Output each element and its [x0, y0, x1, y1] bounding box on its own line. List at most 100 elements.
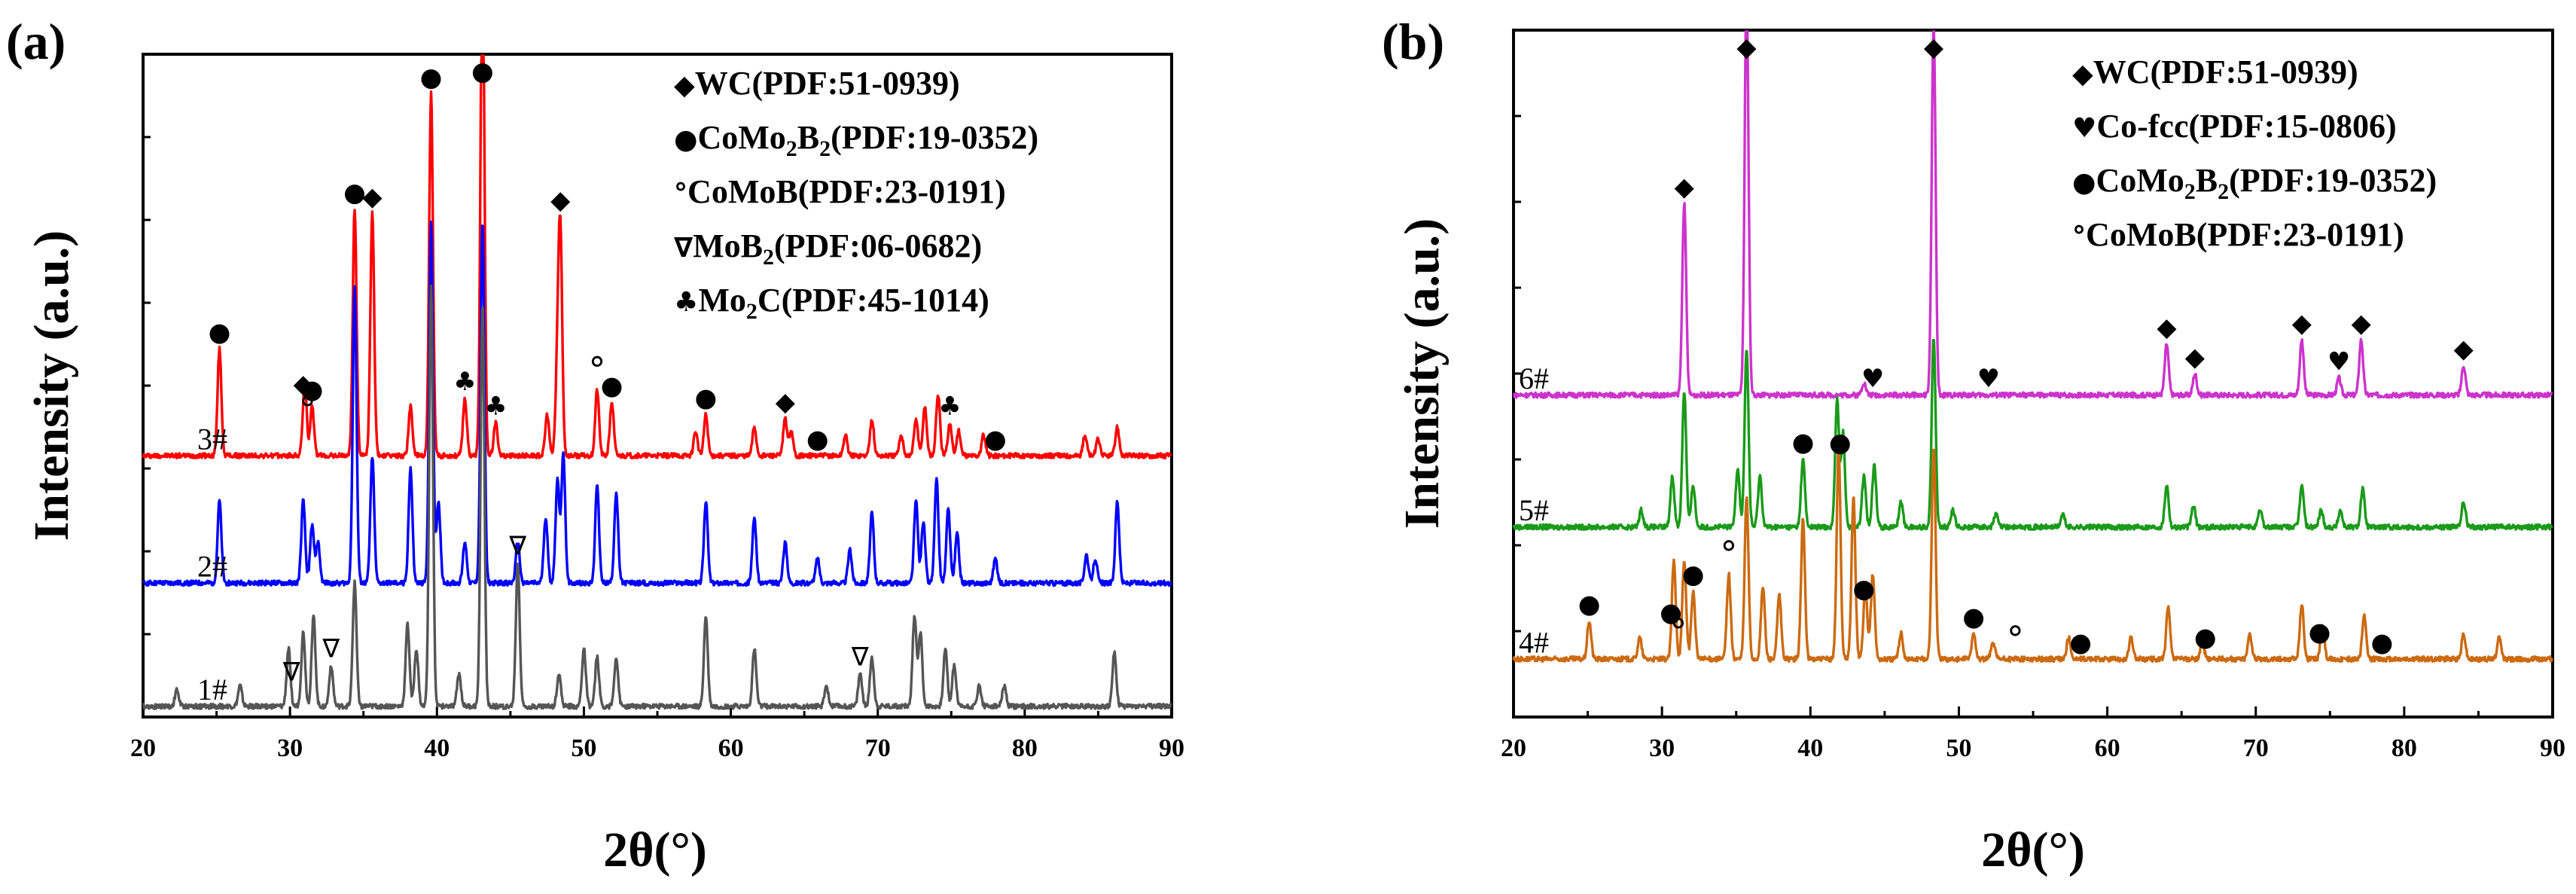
peak-marker: ∇	[508, 531, 526, 561]
x-tick-label: 20	[1501, 734, 1526, 762]
series-line-1	[142, 284, 1172, 710]
series-name-label: 4#	[1519, 625, 1549, 659]
peak-marker: ●	[1578, 590, 1601, 620]
series-line-6	[1513, 30, 2553, 399]
x-tick-label: 90	[2540, 734, 2565, 762]
legend-text: WC(PDF:51-0939)	[2093, 53, 2358, 90]
legend-symbol: ♣	[674, 286, 698, 318]
legend-subscript: 2	[819, 136, 831, 161]
legend-subscript: 2	[2184, 179, 2196, 204]
peak-marker: ♥	[1977, 364, 2000, 394]
legend-subscript: 2	[2218, 179, 2229, 204]
peak-marker: ●	[601, 371, 623, 401]
peak-marker: ●	[1660, 598, 1682, 628]
legend-text: C(PDF:45-1014)	[758, 282, 989, 319]
legend-text: CoMoB(PDF:23-0191)	[2086, 216, 2404, 253]
peak-marker: ●	[2370, 627, 2393, 658]
peak-marker: ∇	[322, 634, 340, 664]
legend-symbol: ♥	[2072, 112, 2096, 144]
peak-marker: ◆	[2157, 313, 2177, 343]
x-tick-label: 30	[1649, 734, 1675, 762]
panel-a: (a) 20 30 40 50 60 70 80 90 2θ(°) Intensity (a.u.)…	[6, 13, 1184, 877]
x-tick-label: 60	[718, 734, 744, 762]
x-tick-label: 90	[1159, 734, 1184, 762]
peak-marker: °	[2007, 618, 2024, 659]
peak-marker: ∇	[851, 642, 869, 672]
series-line-3	[142, 54, 1172, 459]
peak-marker: ◆	[1736, 32, 1757, 63]
series-name-label: 1#	[197, 673, 227, 706]
x-axis-title: 2θ(°)	[603, 822, 707, 877]
legend-entry: ◆WC(PDF:51-0939)	[2072, 53, 2358, 90]
x-tick-label: 80	[2392, 734, 2417, 762]
series-line-2	[142, 220, 1172, 587]
legend-text: (PDF:19-0352)	[2229, 162, 2437, 199]
peak-marker: ◆	[1924, 32, 1944, 63]
peak-marker: ●	[471, 56, 494, 87]
legend-symbol: ◆	[2072, 58, 2093, 90]
legend-entry: ◆WC(PDF:51-0939)	[674, 65, 960, 102]
x-tick-label: 70	[2243, 734, 2269, 762]
peak-marker: ●	[984, 424, 1007, 454]
legend-text: WC(PDF:51-0939)	[695, 65, 960, 102]
peak-marker: ♣	[938, 392, 961, 422]
legend-text: (PDF:19-0352)	[831, 119, 1038, 156]
peak-marker: ●	[209, 317, 231, 347]
peak-marker: ●	[2309, 618, 2331, 648]
peak-marker: ●	[2069, 627, 2092, 658]
peak-marker: ●	[806, 424, 829, 454]
series-name-label: 2#	[197, 549, 227, 583]
series-line-4	[1512, 445, 2553, 664]
peak-marker: ◆	[2454, 334, 2474, 364]
peak-marker: ●	[695, 383, 718, 413]
legend-text: B	[797, 119, 819, 156]
peak-marker: °	[1720, 533, 1737, 574]
x-tick-label: 50	[1946, 734, 1971, 762]
legend-subscript: 2	[786, 136, 797, 161]
legend-symbol: ●	[674, 124, 697, 155]
series-name-label: 3#	[197, 422, 227, 456]
peak-marker: ●	[1962, 603, 1985, 633]
x-tick-label: 70	[865, 734, 891, 762]
peak-marker: ●	[1852, 574, 1875, 604]
peak-marker: ●	[1792, 428, 1815, 458]
x-tick-label: 60	[2095, 734, 2120, 762]
peak-marker: ♣	[453, 367, 476, 397]
panel-label: (b)	[1382, 13, 1444, 70]
peak-marker: ∇	[282, 658, 300, 688]
peak-marker: ◆	[2352, 308, 2372, 338]
x-tick-label: 40	[1797, 734, 1823, 762]
legend-text: B	[2196, 162, 2218, 199]
legend-subscript: 2	[763, 245, 774, 270]
series-line-5	[1512, 338, 2553, 531]
legend-text: CoMo	[2096, 162, 2184, 199]
peak-marker: ●	[301, 375, 324, 405]
x-axis-title: 2θ(°)	[1981, 822, 2085, 877]
legend-symbol: °	[674, 178, 687, 209]
legend-text: Mo	[698, 282, 746, 319]
series-name-label: 6#	[1519, 362, 1549, 395]
legend-entry: °CoMoB(PDF:23-0191)	[2072, 216, 2404, 253]
x-tick-label: 50	[571, 734, 596, 762]
peak-marker: ◆	[776, 387, 796, 417]
legend-text: CoMoB(PDF:23-0191)	[687, 173, 1006, 210]
legend-entry: °CoMoB(PDF:23-0191)	[674, 173, 1006, 210]
peak-marker: ◆	[550, 185, 571, 215]
peak-marker: ◆	[2292, 308, 2312, 338]
peak-marker: ♥	[2328, 346, 2350, 377]
x-tick-label: 80	[1012, 734, 1038, 762]
x-tick-label: 20	[130, 734, 156, 762]
legend-symbol: ◆	[674, 69, 695, 101]
peak-marker: ●	[2194, 623, 2217, 653]
y-axis-title: Intensity (a.u.)	[24, 230, 79, 542]
legend-subscript: 2	[746, 299, 758, 324]
peak-marker: ♥	[1861, 364, 1884, 394]
legend-entry: ♥Co-fcc(PDF:15-0806)	[2072, 108, 2397, 145]
legend-symbol: ●	[2072, 166, 2096, 198]
legend-symbol: °	[2072, 221, 2086, 252]
x-tick-label: 30	[277, 734, 303, 762]
peak-marker: °	[1669, 611, 1687, 651]
panel-label: (a)	[6, 13, 66, 70]
y-axis-title: Intensity (a.u.)	[1395, 218, 1450, 529]
